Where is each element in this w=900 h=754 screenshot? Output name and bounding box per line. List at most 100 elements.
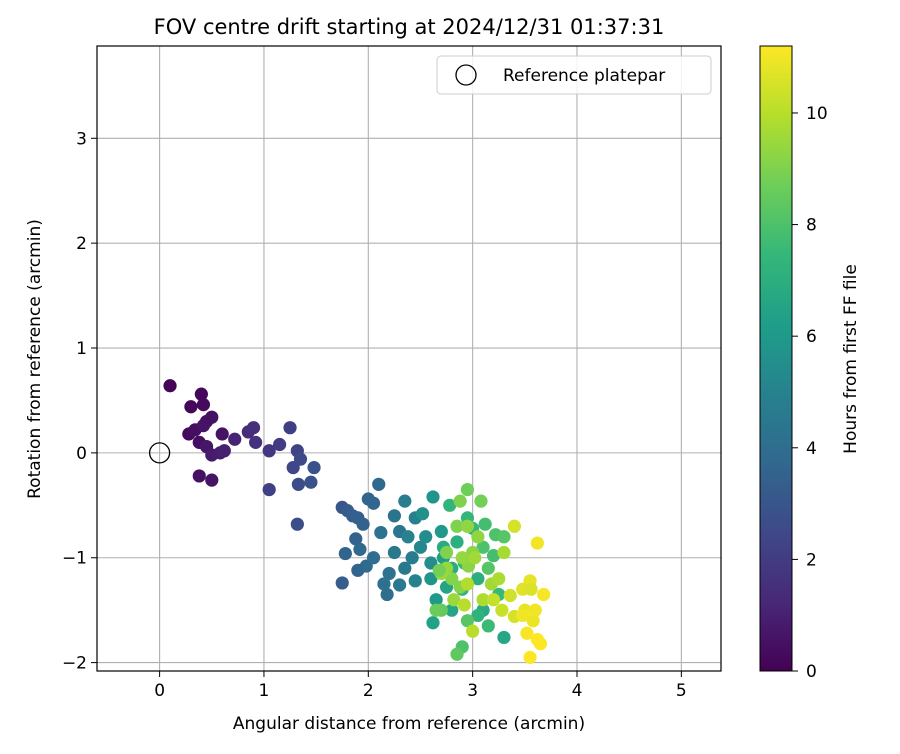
x-tick-label: 0 bbox=[154, 681, 165, 701]
x-tick-label: 1 bbox=[259, 681, 270, 701]
data-point bbox=[192, 469, 206, 483]
data-point bbox=[471, 572, 485, 586]
data-point bbox=[415, 507, 430, 521]
data-point bbox=[351, 563, 365, 577]
data-point bbox=[398, 494, 412, 508]
colorbar-tick-label: 6 bbox=[806, 327, 817, 347]
data-point bbox=[283, 421, 297, 435]
data-point bbox=[478, 517, 492, 531]
data-point bbox=[419, 530, 433, 544]
data-point bbox=[495, 603, 509, 617]
data-point bbox=[196, 398, 211, 412]
plot-frame bbox=[96, 45, 722, 672]
data-point bbox=[291, 477, 305, 491]
data-point bbox=[393, 578, 407, 592]
data-point bbox=[460, 482, 475, 497]
data-point bbox=[338, 546, 352, 561]
data-point bbox=[304, 475, 318, 489]
data-point bbox=[460, 614, 475, 628]
data-point bbox=[196, 419, 211, 433]
data-point bbox=[217, 444, 231, 458]
data-point bbox=[526, 614, 540, 628]
data-point bbox=[530, 536, 544, 550]
data-point bbox=[424, 572, 438, 586]
data-point bbox=[468, 551, 482, 565]
data-point bbox=[460, 577, 475, 591]
data-point bbox=[184, 400, 198, 414]
data-point bbox=[450, 647, 464, 661]
data-point bbox=[307, 460, 321, 475]
data-point bbox=[163, 379, 177, 393]
data-point bbox=[516, 608, 530, 623]
colorbar-tick-label: 8 bbox=[806, 216, 817, 236]
data-point bbox=[476, 540, 490, 554]
data-point bbox=[405, 551, 419, 565]
data-point bbox=[503, 588, 517, 603]
data-point bbox=[476, 593, 490, 607]
colorbar-tick-label: 2 bbox=[806, 550, 817, 570]
data-point bbox=[398, 561, 412, 575]
data-point bbox=[445, 603, 459, 617]
data-point bbox=[377, 577, 391, 591]
data-point bbox=[481, 561, 495, 575]
chart-title: FOV centre drift starting at 2024/12/31 … bbox=[154, 15, 665, 39]
data-point bbox=[293, 452, 308, 466]
data-point bbox=[471, 530, 485, 544]
data-point bbox=[523, 650, 537, 664]
data-point bbox=[497, 530, 511, 544]
x-tick-label: 5 bbox=[676, 681, 687, 701]
data-point bbox=[205, 410, 219, 424]
data-point bbox=[262, 444, 276, 458]
data-point bbox=[460, 519, 475, 533]
data-point bbox=[205, 473, 219, 487]
data-point bbox=[273, 437, 287, 452]
data-point bbox=[434, 524, 448, 539]
y-axis-label: Rotation from reference (arcmin) bbox=[25, 219, 45, 499]
colorbar-tick-label: 4 bbox=[806, 439, 817, 459]
data-point bbox=[429, 603, 443, 617]
data-point bbox=[372, 477, 386, 491]
data-point bbox=[356, 517, 370, 531]
x-axis-label: Angular distance from reference (arcmin) bbox=[233, 714, 585, 734]
colorbar-ticks: 0 2 4 6 8 10 bbox=[792, 104, 828, 682]
data-point bbox=[408, 574, 422, 588]
x-axis-ticks: 0 1 2 3 4 5 bbox=[154, 671, 687, 701]
colorbar-label: Hours from first FF file bbox=[841, 264, 861, 454]
x-tick-label: 2 bbox=[363, 681, 374, 701]
data-point bbox=[486, 593, 501, 607]
data-point bbox=[246, 421, 261, 435]
y-axis-ticks: −2 −1 0 1 2 3 bbox=[62, 129, 97, 674]
data-point bbox=[507, 519, 521, 533]
y-tick-label: 3 bbox=[76, 129, 87, 149]
data-point bbox=[413, 540, 428, 554]
data-point bbox=[528, 603, 542, 617]
data-point bbox=[366, 496, 381, 510]
data-point bbox=[486, 549, 501, 563]
y-tick-label: 2 bbox=[76, 234, 87, 254]
legend-entry-reference: Reference platepar bbox=[503, 66, 665, 86]
data-point bbox=[533, 637, 548, 651]
data-point bbox=[445, 572, 459, 586]
data-point bbox=[249, 435, 263, 449]
data-point bbox=[380, 587, 394, 602]
data-point bbox=[366, 551, 381, 565]
data-point bbox=[387, 509, 401, 523]
grid-lines bbox=[97, 46, 721, 671]
data-point bbox=[349, 532, 363, 546]
data-point bbox=[466, 624, 480, 638]
data-point bbox=[457, 598, 471, 612]
data-point bbox=[455, 551, 469, 565]
data-point bbox=[335, 576, 349, 590]
data-point bbox=[228, 432, 242, 446]
data-point bbox=[387, 545, 401, 560]
legend-reference-marker-icon bbox=[455, 64, 477, 86]
data-point bbox=[353, 542, 367, 556]
data-point bbox=[474, 494, 488, 508]
colorbar: 0 2 4 6 8 10 Hours from first FF file bbox=[759, 45, 861, 682]
y-tick-label: 0 bbox=[76, 444, 87, 464]
y-tick-label: −2 bbox=[62, 654, 87, 674]
data-point bbox=[382, 566, 396, 581]
data-point bbox=[492, 572, 506, 586]
